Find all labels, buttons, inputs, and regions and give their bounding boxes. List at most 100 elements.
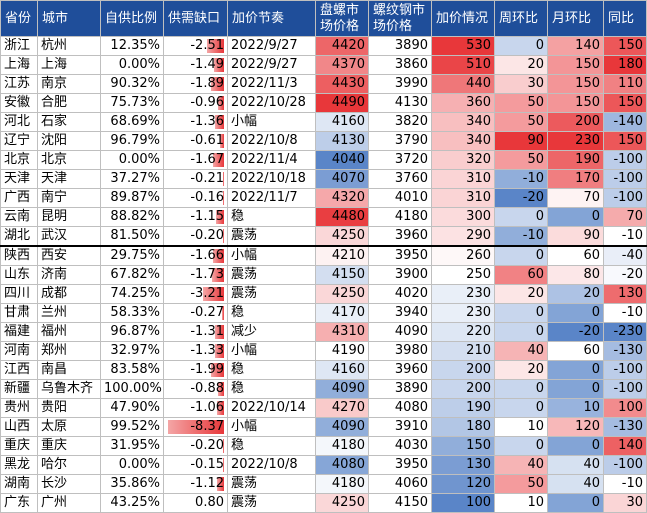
- gap-bar: [212, 249, 224, 263]
- rebar-price-cell: 3820: [368, 112, 432, 132]
- gap-value: -2.51: [190, 38, 224, 53]
- wow-cell: 90: [494, 131, 548, 151]
- supply-gap-cell: -3.21: [163, 284, 228, 304]
- mom-cell: 120: [547, 417, 604, 437]
- self-supply-ratio-cell: 31.95%: [100, 436, 164, 456]
- rebar-price-cell: 3940: [368, 303, 432, 323]
- gap-value: -3.21: [190, 286, 224, 301]
- markup-cell: 260: [431, 245, 495, 266]
- self-supply-ratio-cell: 0.00%: [100, 55, 164, 75]
- gap-value: -1.99: [190, 362, 224, 377]
- wire-rod-price-cell: 4250: [315, 493, 369, 513]
- gap-value: -1.12: [190, 476, 224, 491]
- mom-cell: 0: [547, 207, 604, 227]
- rebar-price-cell: 3960: [368, 360, 432, 380]
- gap-bar: [216, 401, 224, 415]
- province-cell: 四川: [0, 284, 38, 304]
- pricing-pace-cell: 小幅: [227, 112, 316, 132]
- province-cell: 天津: [0, 169, 38, 189]
- rebar-price-cell: 3790: [368, 131, 432, 151]
- wow-cell: 50: [494, 474, 548, 494]
- gap-value: -0.21: [190, 171, 224, 186]
- wow-cell: 10: [494, 417, 548, 437]
- wire-rod-price-cell: 4180: [315, 474, 369, 494]
- header-cell: 城市: [37, 0, 101, 37]
- table-row: 湖北 武汉 81.50% -0.20 震荡 4250 3960 290 -10 90 -10: [0, 226, 647, 247]
- self-supply-ratio-cell: 35.86%: [100, 474, 164, 494]
- gap-bar: [222, 191, 224, 205]
- mom-cell: 70: [547, 188, 604, 208]
- gap-bar: [212, 268, 224, 282]
- city-cell: 昆明: [37, 207, 101, 227]
- pricing-pace-cell: 稳: [227, 360, 316, 380]
- gap-value: -0.16: [190, 190, 224, 205]
- yoy-cell: 150: [603, 131, 647, 151]
- header-cell: 周环比: [494, 0, 548, 37]
- province-cell: 福建: [0, 322, 38, 342]
- yoy-cell: 110: [603, 74, 647, 94]
- rebar-price-cell: 3910: [368, 417, 432, 437]
- province-cell: 安徽: [0, 93, 38, 113]
- wow-cell: 50: [494, 93, 548, 113]
- gap-value: -1.89: [190, 76, 224, 91]
- supply-gap-cell: -1.89: [163, 74, 228, 94]
- yoy-cell: -20: [603, 265, 647, 285]
- city-cell: 重庆: [37, 436, 101, 456]
- province-cell: 辽宁: [0, 131, 38, 151]
- table-row: 云南 昆明 88.82% -1.15 稳 4480 4180 300 0 0 70: [0, 207, 647, 227]
- province-cell: 江西: [0, 360, 38, 380]
- wire-rod-price-cell: 4080: [315, 455, 369, 475]
- markup-cell: 360: [431, 93, 495, 113]
- wire-rod-price-cell: 4150: [315, 265, 369, 285]
- gap-bar: [222, 306, 224, 320]
- table-row: 河北 石家 68.69% -1.36 小幅 4160 3820 340 50 200 -140: [0, 112, 647, 132]
- self-supply-ratio-cell: 75.73%: [100, 93, 164, 113]
- province-cell: 山东: [0, 265, 38, 285]
- gap-bar: [211, 77, 224, 91]
- wire-rod-price-cell: 4480: [315, 207, 369, 227]
- wire-rod-price-cell: 4370: [315, 55, 369, 75]
- pricing-pace-cell: 震荡: [227, 284, 316, 304]
- mom-cell: 150: [547, 93, 604, 113]
- wow-cell: 0: [494, 245, 548, 266]
- province-cell: 江苏: [0, 74, 38, 94]
- rebar-price-cell: 4030: [368, 436, 432, 456]
- gap-value: -1.33: [190, 343, 224, 358]
- gap-value: -1.36: [190, 114, 224, 129]
- mom-cell: 40: [547, 474, 604, 494]
- rebar-price-cell: 3960: [368, 226, 432, 247]
- city-cell: 贵阳: [37, 398, 101, 418]
- yoy-cell: -100: [603, 379, 647, 399]
- rebar-price-cell: 3980: [368, 341, 432, 361]
- yoy-cell: -130: [603, 341, 647, 361]
- rebar-price-cell: 4080: [368, 398, 432, 418]
- header-cell: 省份: [0, 0, 38, 37]
- markup-cell: 440: [431, 74, 495, 94]
- city-cell: 福州: [37, 322, 101, 342]
- province-cell: 黑龙: [0, 455, 38, 475]
- self-supply-ratio-cell: 58.33%: [100, 303, 164, 323]
- pricing-pace-cell: 震荡: [227, 474, 316, 494]
- mom-cell: 200: [547, 112, 604, 132]
- yoy-cell: -230: [603, 322, 647, 342]
- province-cell: 甘肃: [0, 303, 38, 323]
- city-cell: 南京: [37, 74, 101, 94]
- table-row: 福建 福州 96.87% -1.31 减少 4310 4090 220 0 -20 -230: [0, 322, 647, 342]
- pricing-pace-cell: 稳: [227, 436, 316, 456]
- supply-gap-cell: -0.61: [163, 131, 228, 151]
- pricing-pace-cell: 小幅: [227, 417, 316, 437]
- supply-gap-cell: -1.12: [163, 474, 228, 494]
- markup-cell: 340: [431, 112, 495, 132]
- wow-cell: 0: [494, 303, 548, 323]
- wow-cell: 0: [494, 322, 548, 342]
- table-row: 江西 南昌 83.58% -1.99 稳 4160 3960 200 20 0 -100: [0, 360, 647, 380]
- province-cell: 浙江: [0, 36, 38, 56]
- supply-gap-cell: -8.37: [163, 417, 228, 437]
- header-cell: 加价情况: [431, 0, 495, 37]
- yoy-cell: -100: [603, 169, 647, 189]
- city-cell: 济南: [37, 265, 101, 285]
- pricing-pace-cell: 减少: [227, 322, 316, 342]
- supply-gap-cell: -0.16: [163, 188, 228, 208]
- province-cell: 重庆: [0, 436, 38, 456]
- mom-cell: -20: [547, 322, 604, 342]
